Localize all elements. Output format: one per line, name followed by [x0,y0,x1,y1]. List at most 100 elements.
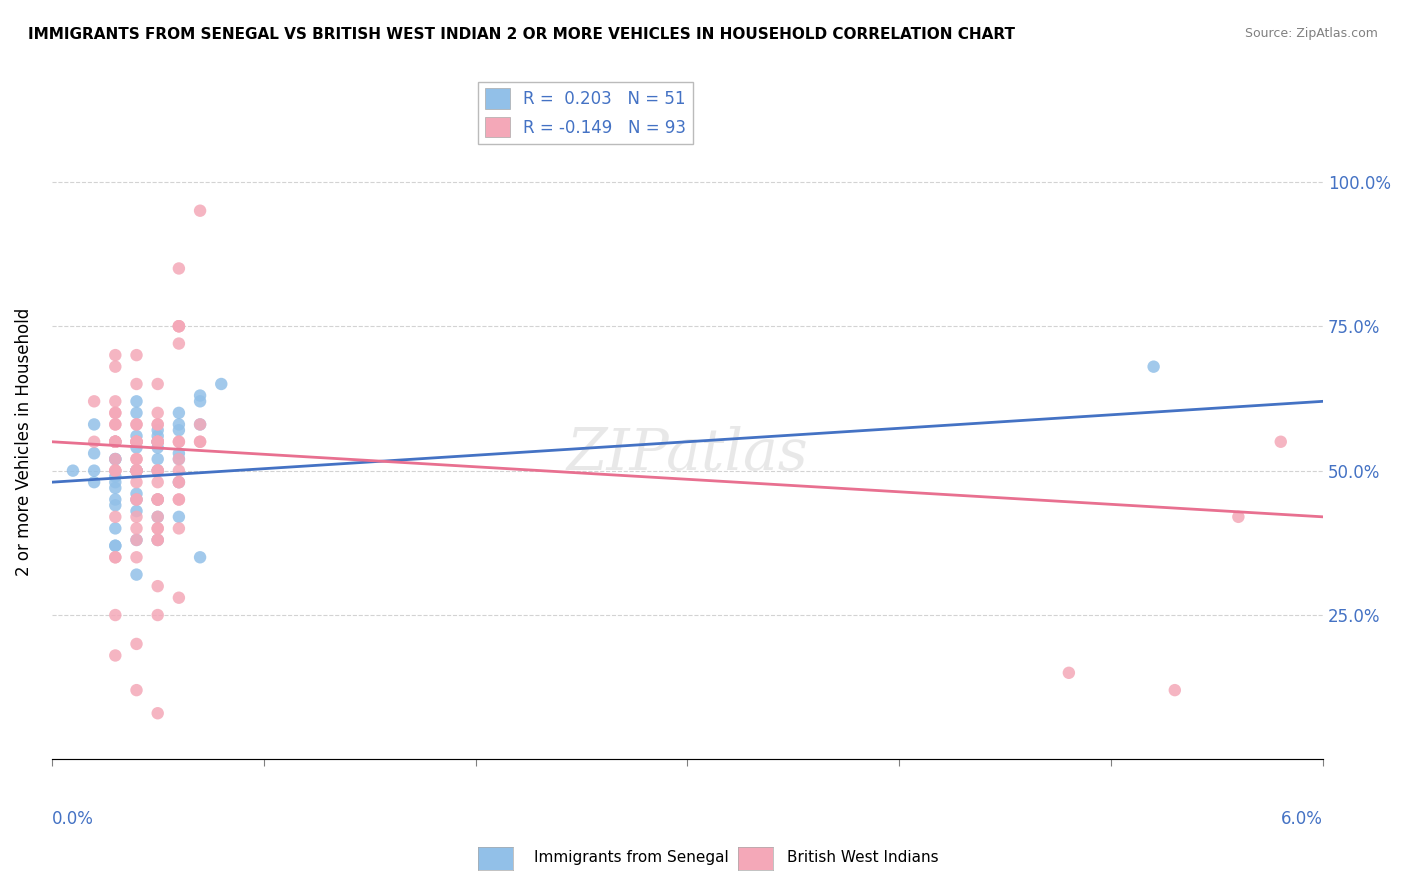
Point [104,434,127,449]
Point [104,417,127,432]
Point [167,464,190,478]
Point [83,464,105,478]
Point [167,417,190,432]
Point [146,492,169,507]
Point [125,434,148,449]
Point [146,434,169,449]
Point [125,521,148,535]
Point [125,434,148,449]
Point [125,637,148,651]
Point [167,475,190,490]
Point [104,608,127,623]
Point [83,434,105,449]
Point [125,533,148,547]
Point [104,452,127,467]
Point [146,521,169,535]
Point [125,376,148,391]
Point [188,203,211,218]
Point [125,429,148,443]
Point [167,434,190,449]
Point [83,394,105,409]
Text: IMMIGRANTS FROM SENEGAL VS BRITISH WEST INDIAN 2 OR MORE VEHICLES IN HOUSEHOLD C: IMMIGRANTS FROM SENEGAL VS BRITISH WEST … [28,27,1015,42]
Point [167,521,190,535]
Point [104,550,127,565]
Point [125,464,148,478]
Point [125,475,148,490]
Point [104,348,127,362]
Point [167,452,190,467]
Point [167,319,190,334]
Point [146,533,169,547]
Point [146,509,169,524]
Point [104,464,127,478]
Point [125,492,148,507]
Point [125,492,148,507]
Point [188,550,211,565]
Point [104,509,127,524]
Point [146,608,169,623]
Point [146,533,169,547]
Point [146,579,169,593]
Point [146,417,169,432]
Point [104,434,127,449]
Point [83,475,105,490]
Point [146,706,169,721]
Point [125,406,148,420]
Point [167,492,190,507]
Point [125,492,148,507]
Point [146,492,169,507]
Point [125,464,148,478]
Point [146,434,169,449]
Point [146,521,169,535]
Point [146,509,169,524]
Text: 0.0%: 0.0% [52,810,94,829]
Point [125,452,148,467]
Point [104,406,127,420]
Point [125,434,148,449]
Point [125,683,148,698]
Point [125,348,148,362]
Point [188,417,211,432]
Point [167,423,190,437]
Point [167,509,190,524]
Point [146,533,169,547]
Text: British West Indians: British West Indians [787,850,939,865]
Point [146,406,169,420]
Point [104,434,127,449]
Point [104,521,127,535]
Point [146,452,169,467]
Point [125,504,148,518]
Point [146,464,169,478]
Point [125,464,148,478]
Point [104,406,127,420]
Point [125,533,148,547]
Point [104,469,127,483]
Point [146,434,169,449]
Point [104,464,127,478]
Point [188,417,211,432]
Point [1164,683,1187,698]
Point [167,319,190,334]
Point [146,417,169,432]
Point [104,394,127,409]
Point [125,441,148,455]
Point [1227,509,1250,524]
Point [125,464,148,478]
Point [125,567,148,582]
Y-axis label: 2 or more Vehicles in Household: 2 or more Vehicles in Household [15,308,32,576]
Point [188,394,211,409]
Point [125,487,148,501]
Point [146,429,169,443]
Point [167,591,190,605]
Point [104,550,127,565]
Text: 6.0%: 6.0% [1281,810,1323,829]
Point [146,492,169,507]
Text: Immigrants from Senegal: Immigrants from Senegal [534,850,730,865]
Point [125,417,148,432]
Point [83,446,105,460]
Point [104,434,127,449]
Point [167,406,190,420]
Point [1057,665,1080,680]
Point [125,434,148,449]
Point [125,464,148,478]
